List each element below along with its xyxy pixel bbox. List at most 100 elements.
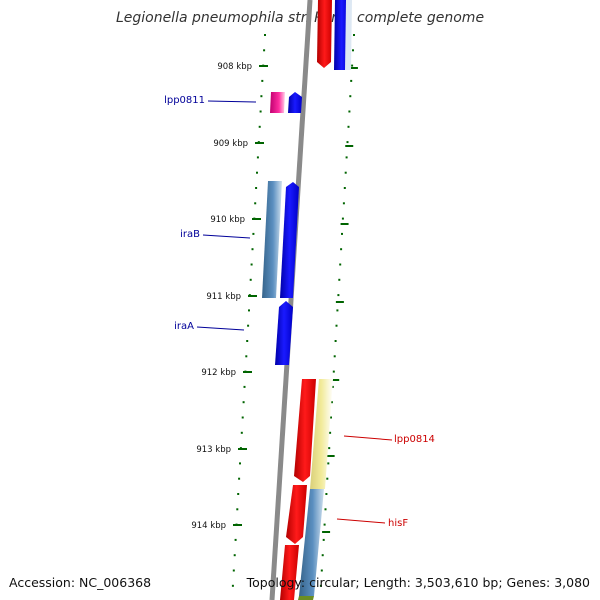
ruler-dot xyxy=(341,217,344,220)
ruler-dot xyxy=(252,232,255,235)
map-title: Legionella pneumophila str. Paris, compl… xyxy=(115,10,485,26)
gene-feature-hisf[interactable] xyxy=(299,489,324,596)
ruler-dot xyxy=(241,416,244,419)
ruler-dot xyxy=(326,477,329,480)
ruler-dot xyxy=(338,278,341,281)
ruler-dot xyxy=(233,554,236,557)
ruler-dot xyxy=(254,202,257,205)
ruler-dot xyxy=(345,156,348,159)
inner-ruler-dots xyxy=(319,34,358,587)
ruler-dot xyxy=(248,309,250,312)
ruler-dot xyxy=(236,508,239,511)
ruler-dot xyxy=(256,156,259,159)
ruler-dot xyxy=(350,79,353,82)
ruler-dot xyxy=(327,462,330,465)
cds-feature-top-left[interactable] xyxy=(317,0,332,68)
position-ticks: 908 kbp 909 kbp 910 kbp 911 kbp 912 kbp 913 k… xyxy=(191,62,268,531)
ruler-dot xyxy=(352,49,354,52)
ruler-dot xyxy=(337,294,340,297)
gene-feature-lpp0814[interactable] xyxy=(310,379,333,489)
outer-ruler-dots xyxy=(231,34,266,587)
cds-feature-lpp0811[interactable] xyxy=(288,92,302,113)
ruler-dot xyxy=(336,309,339,312)
ruler-dot xyxy=(351,64,354,67)
ruler-dot xyxy=(245,355,248,358)
gene-feature-irab[interactable] xyxy=(262,181,282,298)
ruler-dot xyxy=(260,95,263,98)
tick-label: 910 kbp xyxy=(210,215,245,225)
tick-label: 911 kbp xyxy=(206,292,241,302)
gene-label[interactable]: lpp0814 xyxy=(394,434,435,445)
gene-leader-line xyxy=(202,234,251,239)
tick-label: 912 kbp xyxy=(201,368,236,378)
ruler-dot xyxy=(324,508,327,511)
ruler-dot xyxy=(334,340,337,342)
ruler-dot xyxy=(331,385,334,388)
cds-feature-lpp0814[interactable] xyxy=(294,379,316,482)
tick-label: 914 kbp xyxy=(191,521,226,531)
ruler-dot xyxy=(342,202,345,205)
ruler-dot xyxy=(232,569,235,572)
gene-leader-line xyxy=(207,100,257,103)
cds-feature-iraa[interactable] xyxy=(275,301,293,365)
ruler-dot xyxy=(256,171,258,174)
accession-text: Accession: NC_006368 xyxy=(9,575,152,590)
ruler-dot xyxy=(341,232,343,235)
gene-leader-line xyxy=(196,326,245,331)
genome-summary-text: Topology: circular; Length: 3,503,610 bp… xyxy=(246,575,590,590)
gene-label[interactable]: iraA xyxy=(174,321,194,332)
ruler-dot xyxy=(239,462,241,465)
ruler-dot xyxy=(323,523,326,526)
ruler-dot xyxy=(328,447,331,450)
gene-feature-top-right[interactable] xyxy=(345,0,352,70)
ruler-dot xyxy=(325,493,328,495)
ruler-dot xyxy=(320,569,323,572)
ruler-dot xyxy=(335,324,338,327)
ruler-dot xyxy=(343,187,346,189)
genome-backbone xyxy=(269,0,313,600)
cds-feature-irab[interactable] xyxy=(280,182,299,298)
ruler-dot xyxy=(251,248,254,251)
ruler-dot xyxy=(340,248,343,251)
ruler-dot xyxy=(333,355,336,358)
ruler-dot xyxy=(231,584,234,587)
ruler-dot xyxy=(349,95,352,98)
ruler-dot xyxy=(347,125,350,128)
gene-leader-line xyxy=(343,435,393,441)
gene-label[interactable]: hisF xyxy=(388,518,408,529)
ruler-dot xyxy=(234,538,237,541)
ruler-dot xyxy=(249,278,252,281)
ruler-dot xyxy=(329,431,332,434)
ruler-dot xyxy=(339,263,342,266)
ruler-dot xyxy=(348,110,351,113)
ruler-dot xyxy=(240,431,243,434)
ruler-dot xyxy=(243,385,246,388)
gene-label[interactable]: lpp0811 xyxy=(164,95,205,106)
ruler-dot xyxy=(322,538,325,541)
tick-label: 908 kbp xyxy=(217,62,252,72)
cds-feature-hisf[interactable] xyxy=(286,485,307,544)
ruler-dot xyxy=(330,416,332,419)
ruler-dot xyxy=(247,324,250,327)
ruler-dot xyxy=(332,370,335,373)
gene-feature-bottom[interactable] xyxy=(298,596,314,600)
gene-feature-lpp0811[interactable] xyxy=(270,92,285,113)
cds-feature-bottom[interactable] xyxy=(280,545,299,600)
ruler-dot xyxy=(237,493,240,495)
ruler-dot xyxy=(259,110,262,113)
ruler-dot xyxy=(353,34,355,36)
ruler-dot xyxy=(346,141,349,144)
ruler-dot xyxy=(242,401,245,404)
ruler-dot xyxy=(238,477,241,480)
ruler-dot xyxy=(263,49,266,52)
tick-label: 909 kbp xyxy=(213,139,248,149)
gene-label[interactable]: iraB xyxy=(180,229,200,240)
ruler-dot xyxy=(264,34,266,36)
ruler-dot xyxy=(246,340,249,342)
ruler-dot xyxy=(344,171,347,174)
ruler-dot xyxy=(261,79,264,82)
tick-label: 913 kbp xyxy=(196,445,231,455)
ruler-dot xyxy=(258,125,261,128)
ruler-dot xyxy=(319,584,322,587)
